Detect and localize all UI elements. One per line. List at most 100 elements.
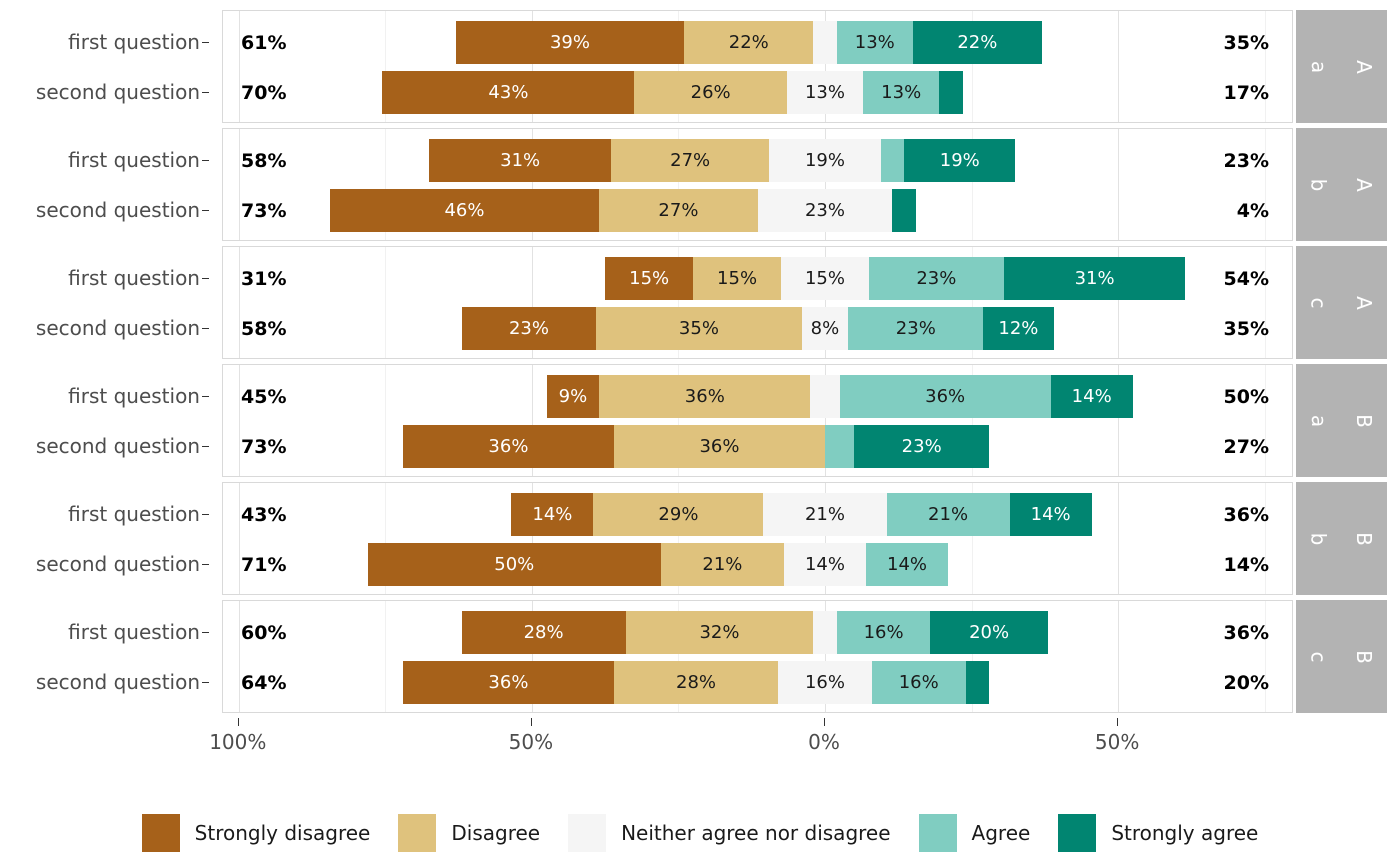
legend-swatch-neither-agree-nor-disagree	[568, 814, 607, 852]
facet-strip-inner-label: b	[1306, 532, 1331, 545]
facet-strip-outer-label-cell: A	[1342, 128, 1388, 241]
facet-strip-outer-label: B	[1352, 531, 1377, 546]
gridline-major	[1118, 365, 1120, 476]
bar-segment-neither-agree-nor-disagree: 15%	[781, 257, 869, 300]
likert-bar: 36% 28% 16% 16%	[402, 661, 990, 704]
y-tick	[202, 445, 209, 447]
gridline-major	[238, 483, 240, 594]
bar-segment-strongly-agree: 12%	[983, 307, 1054, 350]
x-tick-label: 100%	[209, 730, 267, 754]
facet-strip-outer-label: A	[1352, 59, 1377, 74]
facet-strip-inner-label-cell: a	[1296, 364, 1342, 477]
right-total-label: 54%	[1223, 267, 1269, 290]
facet-strip-outer-label: A	[1352, 295, 1377, 310]
facet-panel-row: first question second question 14% 29% 21% 21…	[0, 482, 1400, 595]
facet-strip-inner-label-cell: c	[1296, 600, 1342, 713]
left-total-label: 71%	[241, 553, 287, 576]
gridline-major	[825, 365, 826, 476]
facet-panel: 14% 29% 21% 21% 14% 43% 36% 50% 21% 14% 14% 71% 14%	[222, 482, 1293, 595]
left-total-label: 60%	[241, 621, 287, 644]
gridline-minor	[971, 483, 973, 594]
gridline-major	[1118, 247, 1120, 358]
facet-strip-inner-label-cell: c	[1296, 246, 1342, 359]
row-label: second question	[35, 315, 200, 340]
facet-panel: 28% 32% 16% 20% 60% 36% 36% 28% 16% 16% 64% 20%	[222, 600, 1293, 713]
bar-segment-neither-agree-nor-disagree	[813, 21, 837, 64]
bar-segment-strongly-agree	[965, 661, 990, 704]
bar-segment-agree: 16%	[871, 661, 966, 704]
bar-segment-strongly-disagree: 46%	[329, 189, 600, 232]
bar-segment-agree: 23%	[848, 307, 984, 350]
gridline-minor	[1264, 601, 1266, 712]
gridline-major	[531, 129, 533, 240]
right-total-label: 36%	[1223, 621, 1269, 644]
bar-segment-agree: 36%	[839, 375, 1051, 418]
legend-item-neither-agree-nor-disagree: Neither agree nor disagree	[568, 814, 891, 852]
likert-bar: 50% 21% 14% 14%	[367, 543, 949, 586]
legend-item-strongly-disagree: Strongly disagree	[141, 814, 370, 852]
facet-strip-inner-label: a	[1306, 60, 1331, 73]
left-total-label: 31%	[241, 267, 287, 290]
row-label: second question	[35, 669, 200, 694]
legend-item-strongly-agree: Strongly agree	[1058, 814, 1258, 852]
y-axis-labels: first question second question	[0, 600, 222, 713]
y-tick	[202, 277, 209, 279]
likert-bar: 23% 35% 8% 23% 12%	[461, 307, 1054, 350]
bar-segment-disagree: 27%	[611, 139, 770, 182]
facet-strip-inner-label-cell: b	[1296, 482, 1342, 595]
bar-segment-strongly-disagree: 31%	[429, 139, 612, 182]
y-tick	[202, 681, 209, 683]
left-total-label: 45%	[241, 385, 287, 408]
bar-segment-agree: 21%	[886, 493, 1010, 536]
legend-item-disagree: Disagree	[398, 814, 540, 852]
row-label: first question	[68, 619, 200, 644]
legend-label: Neither agree nor disagree	[621, 821, 891, 845]
bar-segment-agree: 13%	[836, 21, 913, 64]
bar-segment-strongly-disagree: 9%	[546, 375, 600, 418]
right-total-label: 17%	[1223, 81, 1269, 104]
y-tick	[202, 41, 209, 43]
left-total-label: 58%	[241, 149, 287, 172]
bar-segment-disagree: 36%	[599, 375, 811, 418]
legend-swatch-strongly-disagree	[141, 814, 180, 852]
y-tick	[202, 513, 209, 515]
bar-segment-disagree: 21%	[660, 543, 784, 586]
bar-segment-strongly-disagree: 14%	[511, 493, 594, 536]
facet-strip-outer-label-cell: A	[1342, 10, 1388, 123]
x-tick-label: 50%	[1094, 730, 1140, 754]
x-axis: 100% 50% 0% 50%	[0, 718, 1400, 776]
y-axis-labels: first question second question	[0, 128, 222, 241]
gridline-minor	[678, 11, 680, 122]
likert-bar: 46% 27% 23%	[329, 189, 916, 232]
y-axis-labels: first question second question	[0, 482, 222, 595]
row-label: second question	[35, 433, 200, 458]
left-total-label: 73%	[241, 199, 287, 222]
gridline-minor	[1264, 11, 1266, 122]
bar-segment-neither-agree-nor-disagree: 14%	[783, 543, 866, 586]
gridline-major	[1118, 483, 1120, 594]
gridline-major	[238, 365, 240, 476]
gridline-minor	[971, 365, 973, 476]
gridline-minor	[678, 365, 680, 476]
gridline-major	[1118, 129, 1120, 240]
gridline-minor	[678, 129, 680, 240]
left-total-label: 43%	[241, 503, 287, 526]
gridline-major	[825, 483, 826, 594]
bar-segment-strongly-agree	[939, 71, 963, 114]
gridline-minor	[1264, 129, 1266, 240]
bar-segment-disagree: 32%	[625, 611, 814, 654]
y-tick	[202, 395, 209, 397]
x-tick	[237, 718, 239, 726]
y-tick	[202, 159, 209, 161]
facet-strip-inner-label: b	[1306, 178, 1331, 191]
bar-segment-strongly-agree: 19%	[904, 139, 1016, 182]
facet-strip-outer-label-cell: B	[1342, 482, 1388, 595]
likert-bar: 14% 29% 21% 21% 14%	[511, 493, 1092, 536]
row-label: second question	[35, 551, 200, 576]
row-label: first question	[68, 501, 200, 526]
right-total-label: 50%	[1223, 385, 1269, 408]
gridline-minor	[385, 365, 387, 476]
gridline-minor	[678, 601, 680, 712]
